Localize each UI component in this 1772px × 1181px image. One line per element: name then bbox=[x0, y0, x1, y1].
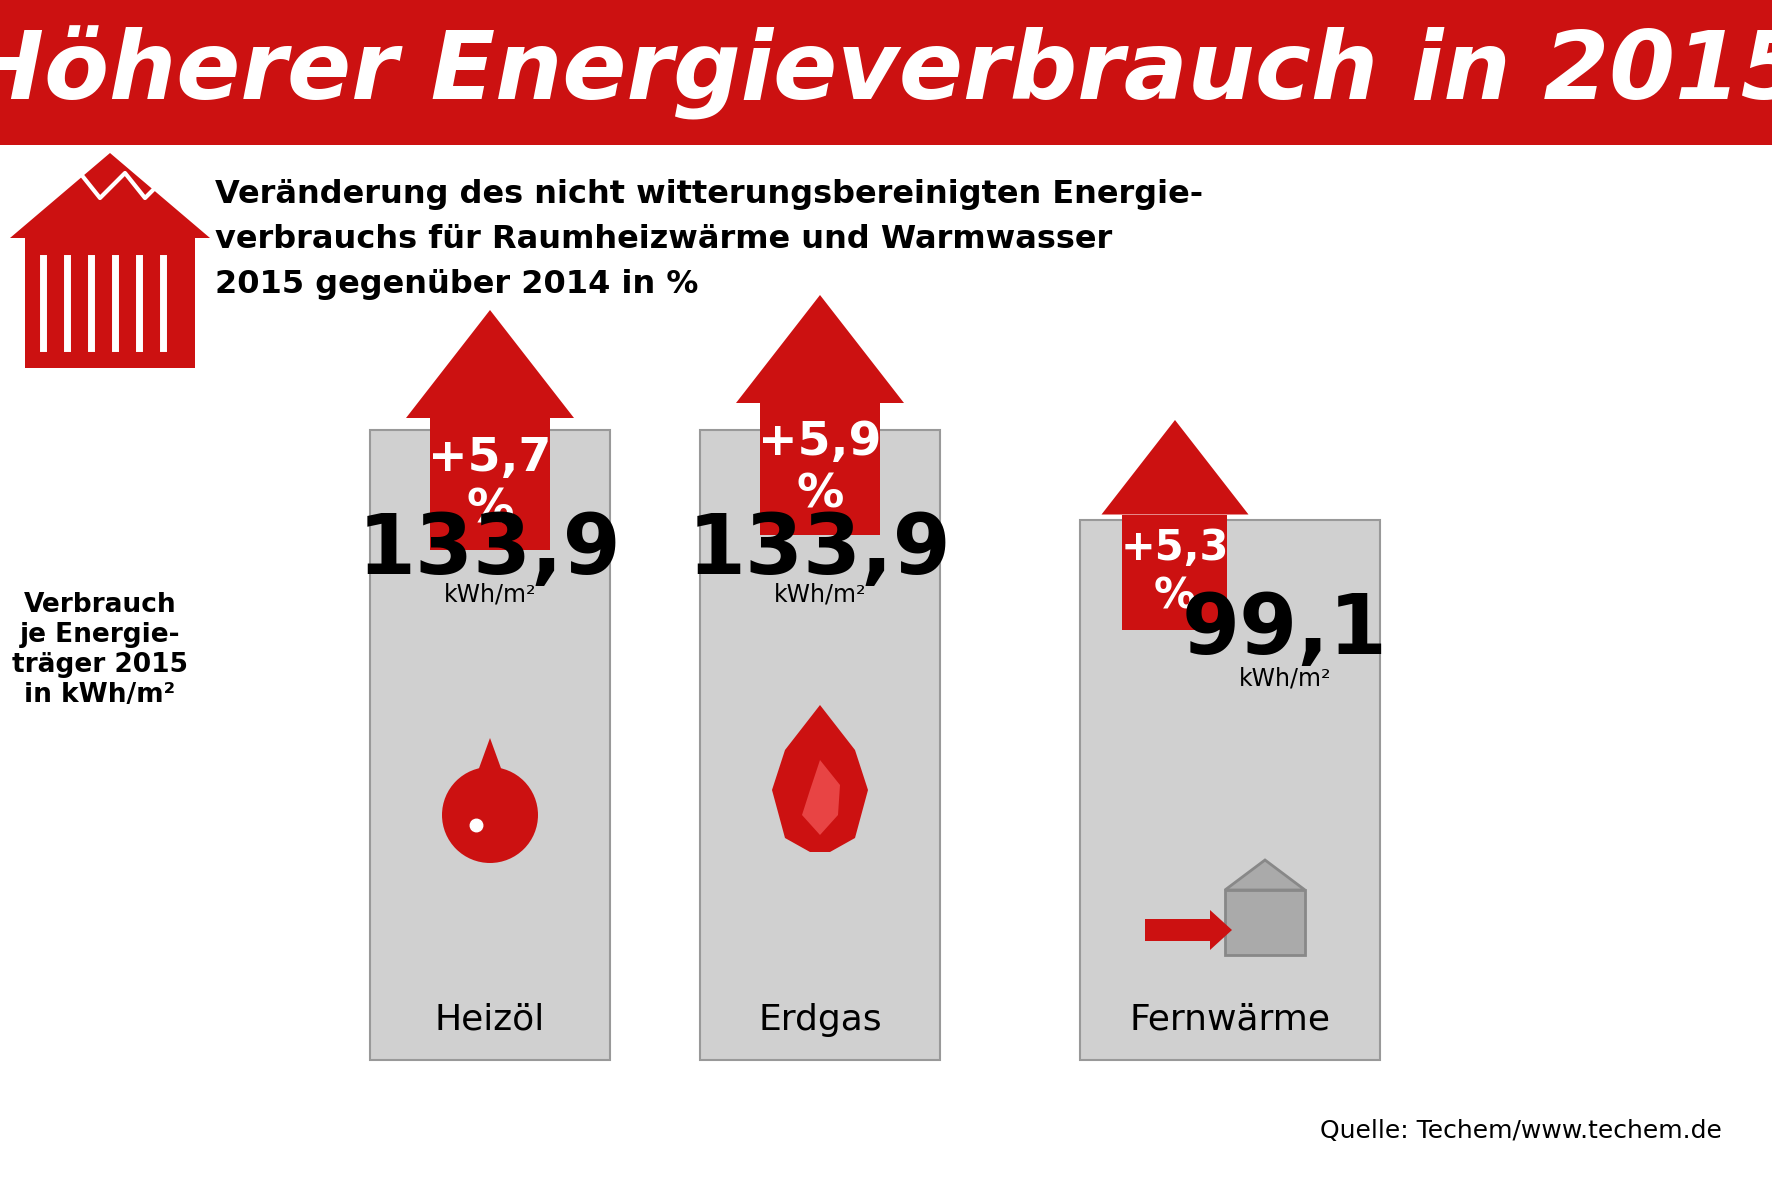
Text: verbrauchs für Raumheizwärme und Warmwasser: verbrauchs für Raumheizwärme und Warmwas… bbox=[214, 224, 1113, 255]
Text: kWh/m²: kWh/m² bbox=[774, 583, 867, 607]
Bar bbox=[0, 0, 1772, 145]
Text: 99,1: 99,1 bbox=[1182, 589, 1387, 671]
Text: Verbrauch
je Energie-
träger 2015
in kWh/m²: Verbrauch je Energie- träger 2015 in kWh… bbox=[12, 592, 188, 707]
Circle shape bbox=[441, 766, 539, 863]
Text: 133,9: 133,9 bbox=[688, 509, 952, 590]
Bar bbox=[700, 430, 939, 1061]
Bar bbox=[1122, 515, 1228, 629]
Text: Heizöl: Heizöl bbox=[434, 1003, 546, 1037]
Bar bbox=[1079, 520, 1380, 1061]
Text: Erdgas: Erdgas bbox=[758, 1003, 882, 1037]
Polygon shape bbox=[1224, 860, 1304, 890]
Text: Veränderung des nicht witterungsbereinigten Energie-: Veränderung des nicht witterungsbereinig… bbox=[214, 180, 1203, 210]
Text: kWh/m²: kWh/m² bbox=[443, 583, 537, 607]
Bar bbox=[431, 418, 549, 550]
Text: Fernwärme: Fernwärme bbox=[1129, 1003, 1331, 1037]
Text: Höherer Energieverbrauch in 2015: Höherer Energieverbrauch in 2015 bbox=[0, 25, 1772, 119]
Polygon shape bbox=[1102, 420, 1249, 515]
Bar bbox=[760, 403, 881, 535]
Text: +5,7
%: +5,7 % bbox=[429, 436, 551, 533]
Polygon shape bbox=[462, 738, 517, 815]
Polygon shape bbox=[406, 309, 574, 418]
Text: 133,9: 133,9 bbox=[358, 509, 622, 590]
FancyArrow shape bbox=[1145, 911, 1232, 950]
Polygon shape bbox=[773, 705, 868, 852]
Bar bbox=[370, 430, 610, 1061]
Text: +5,9
%: +5,9 % bbox=[758, 420, 882, 517]
Text: +5,3
%: +5,3 % bbox=[1120, 527, 1230, 618]
Text: Quelle: Techem/www.techem.de: Quelle: Techem/www.techem.de bbox=[1320, 1120, 1722, 1143]
Polygon shape bbox=[803, 761, 840, 835]
Polygon shape bbox=[735, 295, 904, 403]
Text: 2015 gegenüber 2014 in %: 2015 gegenüber 2014 in % bbox=[214, 269, 698, 300]
Polygon shape bbox=[11, 154, 211, 239]
Bar bbox=[1224, 890, 1304, 955]
Bar bbox=[25, 233, 195, 368]
Text: kWh/m²: kWh/m² bbox=[1239, 666, 1331, 690]
